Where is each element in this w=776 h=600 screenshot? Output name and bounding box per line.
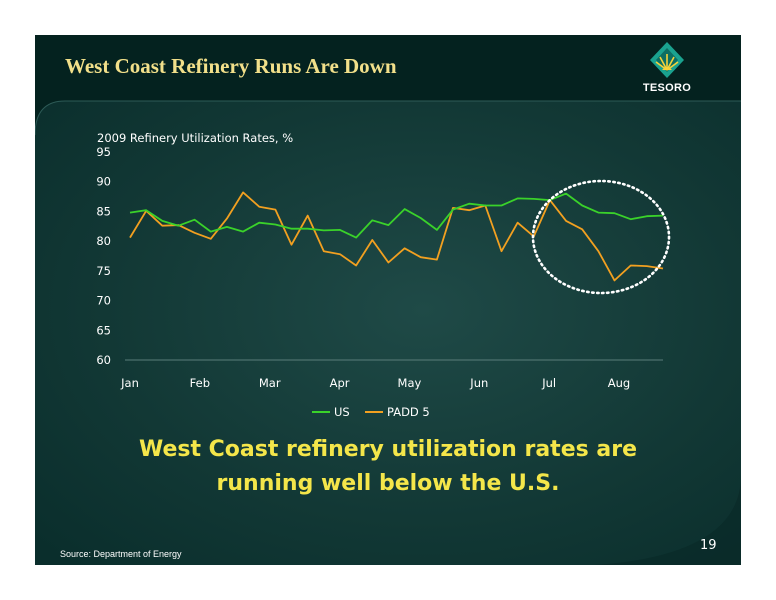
slide-background — [35, 35, 741, 565]
series-line-us — [129, 192, 664, 239]
y-tick-label: 75 — [96, 264, 111, 278]
slide-title: West Coast Refinery Runs Are Down — [65, 54, 397, 78]
x-tick-label: Aug — [608, 376, 630, 390]
y-tick-label: 70 — [96, 294, 111, 308]
logo-text: TESORO — [642, 82, 692, 94]
y-tick-label: 90 — [96, 175, 111, 189]
x-tick-label: Jan — [120, 376, 139, 390]
caption-line-2: running well below the U.S. — [216, 471, 560, 496]
y-tick-label: 85 — [96, 204, 111, 218]
tesoro-logo-icon — [650, 42, 684, 78]
y-axis-label: 2009 Refinery Utilization Rates, % — [97, 131, 293, 145]
y-axis-ticks: 60 65 70 75 80 85 90 95 — [96, 145, 111, 367]
x-tick-label: May — [398, 376, 422, 390]
tesoro-logo: TESORO — [632, 40, 702, 100]
x-tick-label: Mar — [259, 376, 281, 390]
y-tick-label: 95 — [96, 145, 111, 159]
legend-label: US — [334, 405, 350, 419]
x-tick-label: Feb — [190, 376, 210, 390]
y-tick-label: 60 — [96, 353, 111, 367]
slide-caption: West Coast refinery utilization rates ar… — [95, 433, 681, 501]
y-tick-label: 80 — [96, 234, 111, 248]
legend-label: PADD 5 — [387, 405, 430, 419]
x-tick-label: Jul — [541, 376, 556, 390]
x-axis-ticks: Jan Feb Mar Apr May Jun Jul Aug — [120, 376, 630, 390]
caption-line-1: West Coast refinery utilization rates ar… — [138, 437, 637, 462]
x-tick-label: Jun — [469, 376, 488, 390]
slide: West Coast Refinery Runs Are Down TESORO… — [35, 35, 741, 565]
x-tick-label: Apr — [330, 376, 350, 390]
page-number: 19 — [700, 538, 717, 553]
utilization-chart: 2009 Refinery Utilization Rates, % 60 65 7… — [96, 131, 671, 419]
series-lines — [129, 191, 664, 282]
chart-legend: US PADD 5 — [312, 405, 430, 419]
highlight-circle-annotation — [531, 179, 671, 295]
source-note: Source: Department of Energy — [60, 549, 182, 559]
y-tick-label: 65 — [96, 323, 111, 337]
